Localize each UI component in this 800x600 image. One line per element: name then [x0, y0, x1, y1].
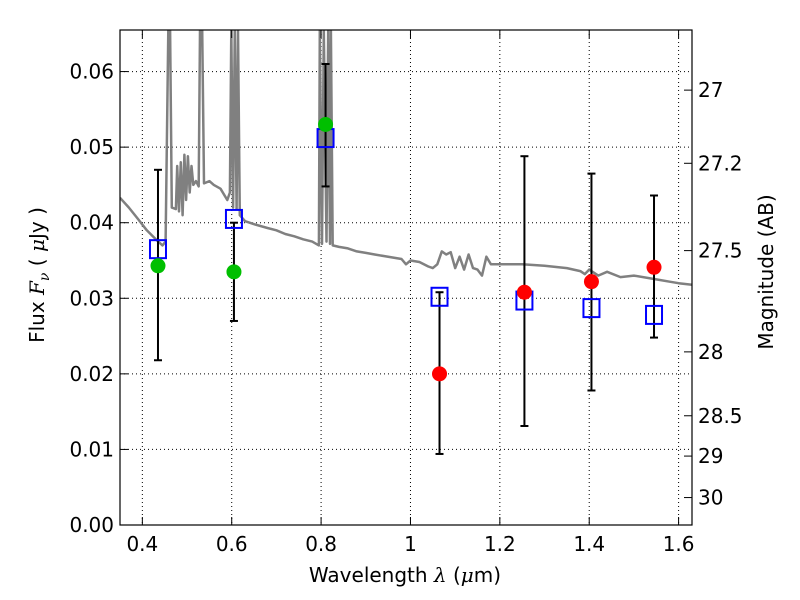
x-tick-label: 0.6: [216, 532, 248, 556]
x-tick-label: 1.4: [573, 532, 605, 556]
y-tick-label: 0.06: [69, 60, 114, 84]
y2-axis-label: Magnitude (AB): [754, 194, 778, 349]
x-tick-label: 1.6: [663, 532, 695, 556]
y2-tick-label: 27.5: [698, 239, 743, 263]
observed-point: [432, 366, 448, 382]
observed-point: [646, 259, 662, 275]
y-tick-label: 0.02: [69, 362, 114, 386]
x-tick-label: 1.2: [484, 532, 516, 556]
model-photometry-square: [582, 298, 601, 319]
y-axis-label: Flux Fν ( μJy ): [25, 207, 53, 343]
y-tick-label: 0.00: [69, 513, 114, 537]
y2-tick-label: 29: [698, 444, 723, 468]
observed-point: [583, 274, 599, 290]
spectrum-line: [120, 30, 692, 286]
y2-tick-label: 27: [698, 78, 723, 102]
y2-tick-label: 30: [698, 486, 723, 510]
model-photometry-square: [224, 208, 243, 229]
ticks: 0.4 0.6 0.8 1 1.2 1.4 1.6 0.00 0.01 0.02 0.03 0.04 0…: [69, 30, 743, 556]
model-photometry-square: [148, 239, 167, 260]
observed-point: [516, 284, 532, 300]
plot-area: [120, 30, 692, 455]
x-tick-label: 1: [404, 532, 417, 556]
axes-frame: [119, 29, 693, 526]
model-photometry-square: [645, 304, 664, 325]
observed-point: [226, 264, 242, 280]
y-tick-label: 0.04: [69, 211, 114, 235]
y2-tick-label: 28: [698, 340, 723, 364]
observed-point: [150, 258, 166, 274]
x-tick-label: 0.8: [305, 532, 337, 556]
observed-point: [318, 116, 334, 132]
x-tick-label: 0.4: [126, 532, 158, 556]
y-tick-label: 0.05: [69, 135, 114, 159]
y2-tick-label: 28.5: [698, 404, 743, 428]
y-tick-label: 0.03: [69, 286, 114, 310]
grid: [120, 30, 692, 526]
y2-tick-label: 27.2: [698, 151, 743, 175]
model-photometry-square: [430, 286, 449, 307]
x-axis-label: Wavelength λ (μm): [309, 563, 501, 587]
y-tick-label: 0.01: [69, 437, 114, 461]
